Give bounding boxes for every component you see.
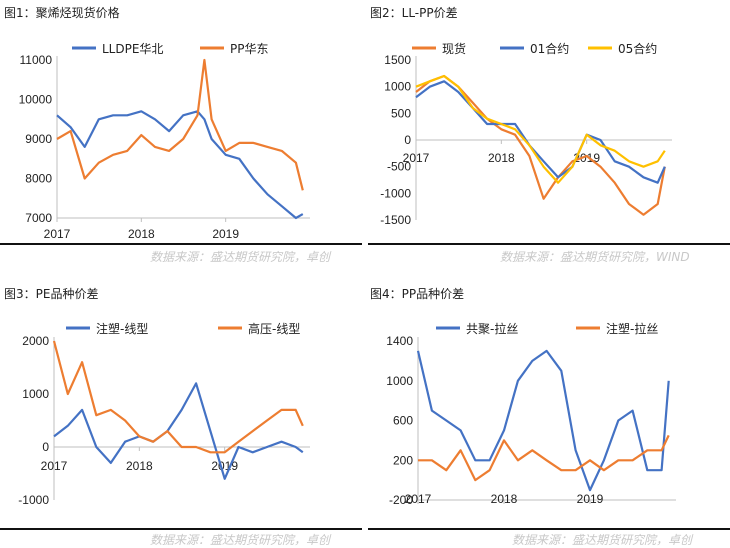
chart3-ytick-1: 1000	[22, 387, 49, 401]
chart1-series-1-line	[56, 58, 304, 191]
chart3-ytick-2: 0	[42, 440, 49, 454]
chart1-xtick-1: 2018	[128, 227, 155, 241]
chart2-legend-0-label: 现货	[442, 41, 466, 56]
chart4-series-0-line	[416, 349, 670, 492]
chart2-legend-1-label: 01合约	[530, 41, 569, 56]
chart4-title: 图4：PP品种价差	[370, 287, 465, 301]
chart2-ytick-5: -1000	[380, 186, 411, 200]
chart3-series-0-line	[53, 382, 304, 480]
chart2-ytick-6: -1500	[380, 213, 411, 227]
chart1-ytick-2: 9000	[25, 132, 52, 146]
chart3-ytick-0: 2000	[22, 334, 49, 348]
chart4-ytick-0: 1400	[386, 334, 413, 348]
chart2-legend-2-label: 05合约	[618, 41, 657, 56]
chart2-xtick-1: 2018	[488, 151, 515, 165]
chart4-series-1-line	[418, 434, 670, 482]
chart2-ytick-4: -500	[387, 160, 411, 174]
source-2: 数据来源：盛达期货研究院，WIND	[500, 250, 690, 264]
chart1-ytick-4: 7000	[25, 211, 52, 225]
chart3-title: 图3：PE品种价差	[4, 287, 99, 301]
chart2-title: 图2：LL-PP价差	[370, 6, 458, 20]
chart4-legend-1-label: 注塑-拉丝	[606, 321, 658, 336]
chart3-series-1-line	[52, 340, 304, 454]
chart4-xtick-2: 2019	[577, 492, 604, 506]
chart4-ytick-1: 1000	[386, 374, 413, 388]
source-1: 数据来源：盛达期货研究院，卓创	[150, 250, 331, 264]
rule-4	[368, 528, 730, 530]
chart2-xtick-0: 2017	[403, 151, 430, 165]
chart3-xtick-2: 2019	[211, 459, 238, 473]
chart4-ytick-4: -200	[389, 493, 413, 507]
chart3-xtick-0: 2017	[41, 459, 68, 473]
chart1-xtick-2: 2019	[212, 227, 239, 241]
chart2-series-2-line	[415, 74, 666, 184]
chart4-ytick-2: 600	[393, 414, 413, 428]
chart1-title: 图1：聚烯烃现货价格	[4, 6, 120, 20]
chart2-ytick-3: 0	[404, 133, 411, 147]
chart4-ytick-3: 200	[393, 453, 413, 467]
chart2-series-1-line	[415, 80, 666, 184]
rule-1	[0, 243, 362, 245]
chart2-series-0-line	[415, 74, 666, 216]
chart2-ytick-2: 500	[391, 106, 411, 120]
chart1-series-0-line	[56, 110, 304, 220]
chart2-ytick-1: 1000	[384, 80, 411, 94]
rule-3	[0, 528, 362, 530]
chart2-ytick-0: 1500	[384, 53, 411, 67]
chart3-ytick-3: -1000	[18, 493, 49, 507]
chart1-xtick-0: 2017	[44, 227, 71, 241]
chart1-ytick-3: 8000	[25, 172, 52, 186]
source-3: 数据来源：盛达期货研究院，卓创	[150, 533, 331, 547]
chart1-legend-1-label: PP华东	[230, 42, 268, 56]
rule-2	[368, 243, 730, 245]
chart1-ytick-0: 11000	[20, 53, 53, 67]
chart3-xtick-1: 2018	[126, 459, 153, 473]
chart4-xtick-0: 2017	[405, 492, 432, 506]
chart4-legend-0-label: 共聚-拉丝	[466, 321, 518, 336]
chart1-ytick-1: 10000	[19, 93, 53, 107]
chart3-legend-1-label: 高压-线型	[248, 321, 300, 336]
chart4-xtick-1: 2018	[491, 492, 518, 506]
chart3-legend-0-label: 注塑-线型	[96, 321, 148, 336]
source-4: 数据来源：盛达期货研究院，卓创	[512, 533, 693, 547]
chart1-legend-0-label: LLDPE华北	[102, 42, 163, 56]
